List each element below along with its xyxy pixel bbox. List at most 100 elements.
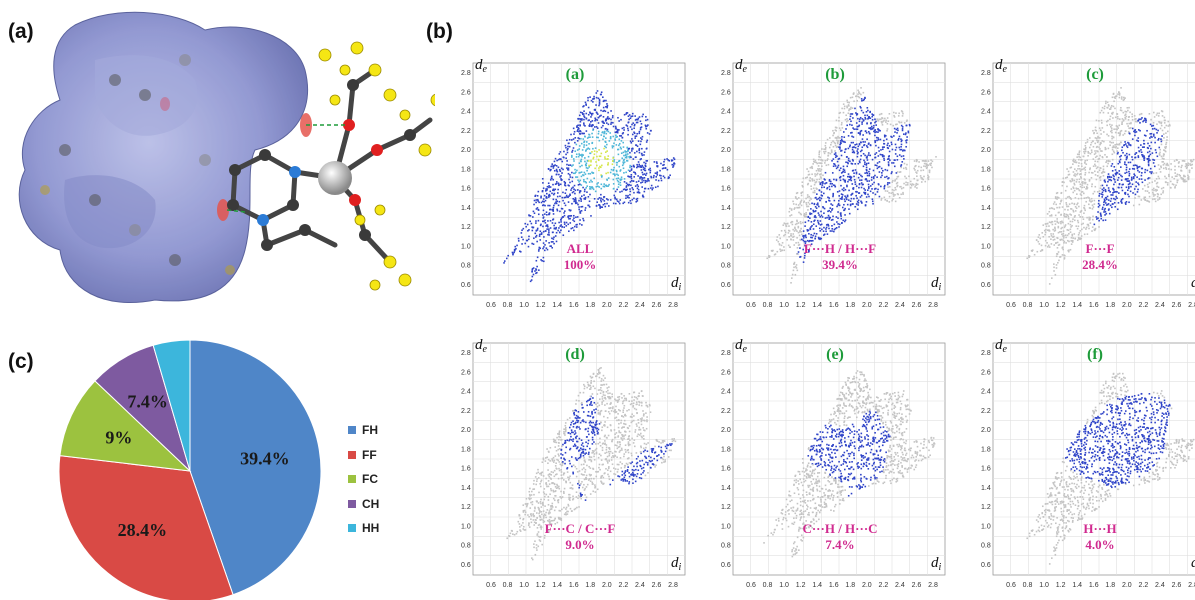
panel-label-c: (c) [8,350,34,373]
y-axis-label: de [475,337,488,355]
x-tick-label: 2.8 [668,582,678,589]
x-tick-label: 2.4 [895,302,905,309]
y-tick-label: 2.8 [721,350,731,357]
x-tick-label: 1.8 [1105,302,1115,309]
x-tick-label: 2.2 [878,582,888,589]
fingerprint-percentage: 39.4% [822,257,858,272]
x-tick-label: 2.0 [602,302,612,309]
y-tick-label: 2.0 [721,427,731,434]
x-tick-label: 1.8 [1105,582,1115,589]
pie-slice-label: 7.4% [127,392,168,412]
x-tick-label: 1.4 [552,302,562,309]
x-axis-label: di [671,275,682,293]
legend-swatch [348,524,356,532]
y-tick-label: 1.0 [461,523,471,530]
x-tick-label: 2.2 [1138,582,1148,589]
y-tick-label: 1.8 [981,446,991,453]
y-tick-label: 1.0 [721,523,731,530]
x-tick-label: 1.2 [796,302,806,309]
fingerprint-percentage: 9.0% [565,537,594,552]
pie-slice-label: 39.4% [240,448,290,468]
x-tick-label: 1.2 [1056,582,1066,589]
y-tick-label: 1.4 [461,205,471,212]
y-tick-label: 1.6 [981,466,991,473]
fingerprint-percentage: 7.4% [825,537,854,552]
x-tick-label: 2.8 [1188,582,1195,589]
y-tick-label: 0.6 [461,562,471,569]
legend-swatch [348,450,356,459]
y-tick-label: 0.8 [721,543,731,550]
y-tick-label: 0.6 [721,282,731,289]
y-tick-label: 1.4 [461,485,471,492]
y-tick-label: 0.6 [981,562,991,569]
x-tick-label: 2.0 [1122,302,1132,309]
x-tick-label: 1.2 [1056,302,1066,309]
fingerprint-points [1026,87,1195,285]
x-tick-label: 1.8 [585,582,595,589]
x-tick-label: 0.6 [1006,302,1016,309]
y-tick-label: 2.4 [981,389,991,396]
x-tick-label: 0.8 [503,302,513,309]
x-tick-label: 2.8 [668,302,678,309]
x-tick-label: 0.8 [1023,302,1033,309]
y-tick-label: 1.2 [981,504,991,511]
y-tick-label: 1.4 [981,205,991,212]
x-tick-label: 1.4 [812,582,822,589]
x-tick-label: 1.0 [519,302,529,309]
y-tick-label: 2.6 [721,369,731,376]
fingerprint-title: (d) [565,346,585,363]
fingerprint-percentage: 100% [564,257,597,272]
y-tick-label: 1.0 [721,243,731,250]
x-tick-label: 2.6 [912,302,922,309]
pie-legend: FH FF FC CH HH [348,420,379,543]
x-axis-label: di [931,275,942,293]
x-tick-label: 1.2 [536,582,546,589]
x-tick-label: 2.2 [878,302,888,309]
y-tick-label: 1.2 [721,504,731,511]
y-axis-label: de [995,57,1008,75]
y-tick-label: 2.8 [461,350,471,357]
y-tick-label: 2.4 [461,109,471,116]
x-axis-label: di [1191,555,1195,573]
y-tick-label: 0.8 [461,543,471,550]
x-tick-label: 1.6 [569,302,579,309]
y-tick-label: 0.8 [981,263,991,270]
x-tick-label: 2.6 [1172,582,1182,589]
x-tick-label: 0.8 [503,582,513,589]
fingerprint-contact-label: C···H / H···C [802,521,877,536]
x-tick-label: 1.4 [812,302,822,309]
x-tick-label: 0.6 [746,582,756,589]
x-tick-label: 2.8 [928,302,938,309]
legend-swatch [348,499,356,508]
y-tick-label: 0.8 [981,543,991,550]
x-tick-label: 0.8 [763,302,773,309]
x-tick-label: 1.2 [796,582,806,589]
x-tick-label: 2.4 [1155,582,1165,589]
y-tick-label: 1.2 [461,504,471,511]
y-tick-label: 0.6 [461,282,471,289]
y-tick-label: 2.4 [721,109,731,116]
y-tick-label: 2.4 [461,389,471,396]
y-tick-label: 2.6 [981,89,991,96]
y-tick-label: 1.6 [981,186,991,193]
x-tick-label: 0.8 [1023,582,1033,589]
fingerprint-title: (e) [826,346,844,363]
y-tick-label: 1.4 [981,485,991,492]
x-tick-label: 2.6 [652,582,662,589]
fingerprint-points [1026,372,1195,565]
legend-item-ff: FF [348,445,379,465]
fingerprint-percentage: 4.0% [1085,537,1114,552]
legend-item-hh: HH [348,518,379,538]
x-tick-label: 1.8 [845,582,855,589]
y-tick-label: 1.8 [721,166,731,173]
x-tick-label: 1.2 [536,302,546,309]
fingerprint-plot-1: 2.8 2.6 2.4 2.2 2.0 1.8 1.6 1.4 1.2 1.0 0.8 0.6 0.6 0… [461,57,686,309]
y-tick-label: 2.0 [981,427,991,434]
x-axis-label: di [671,555,682,573]
y-tick-label: 1.0 [981,523,991,530]
y-tick-label: 2.2 [461,408,471,415]
x-tick-label: 2.6 [912,582,922,589]
y-tick-label: 0.8 [721,263,731,270]
x-tick-label: 0.6 [746,302,756,309]
legend-label: CH [362,496,380,511]
